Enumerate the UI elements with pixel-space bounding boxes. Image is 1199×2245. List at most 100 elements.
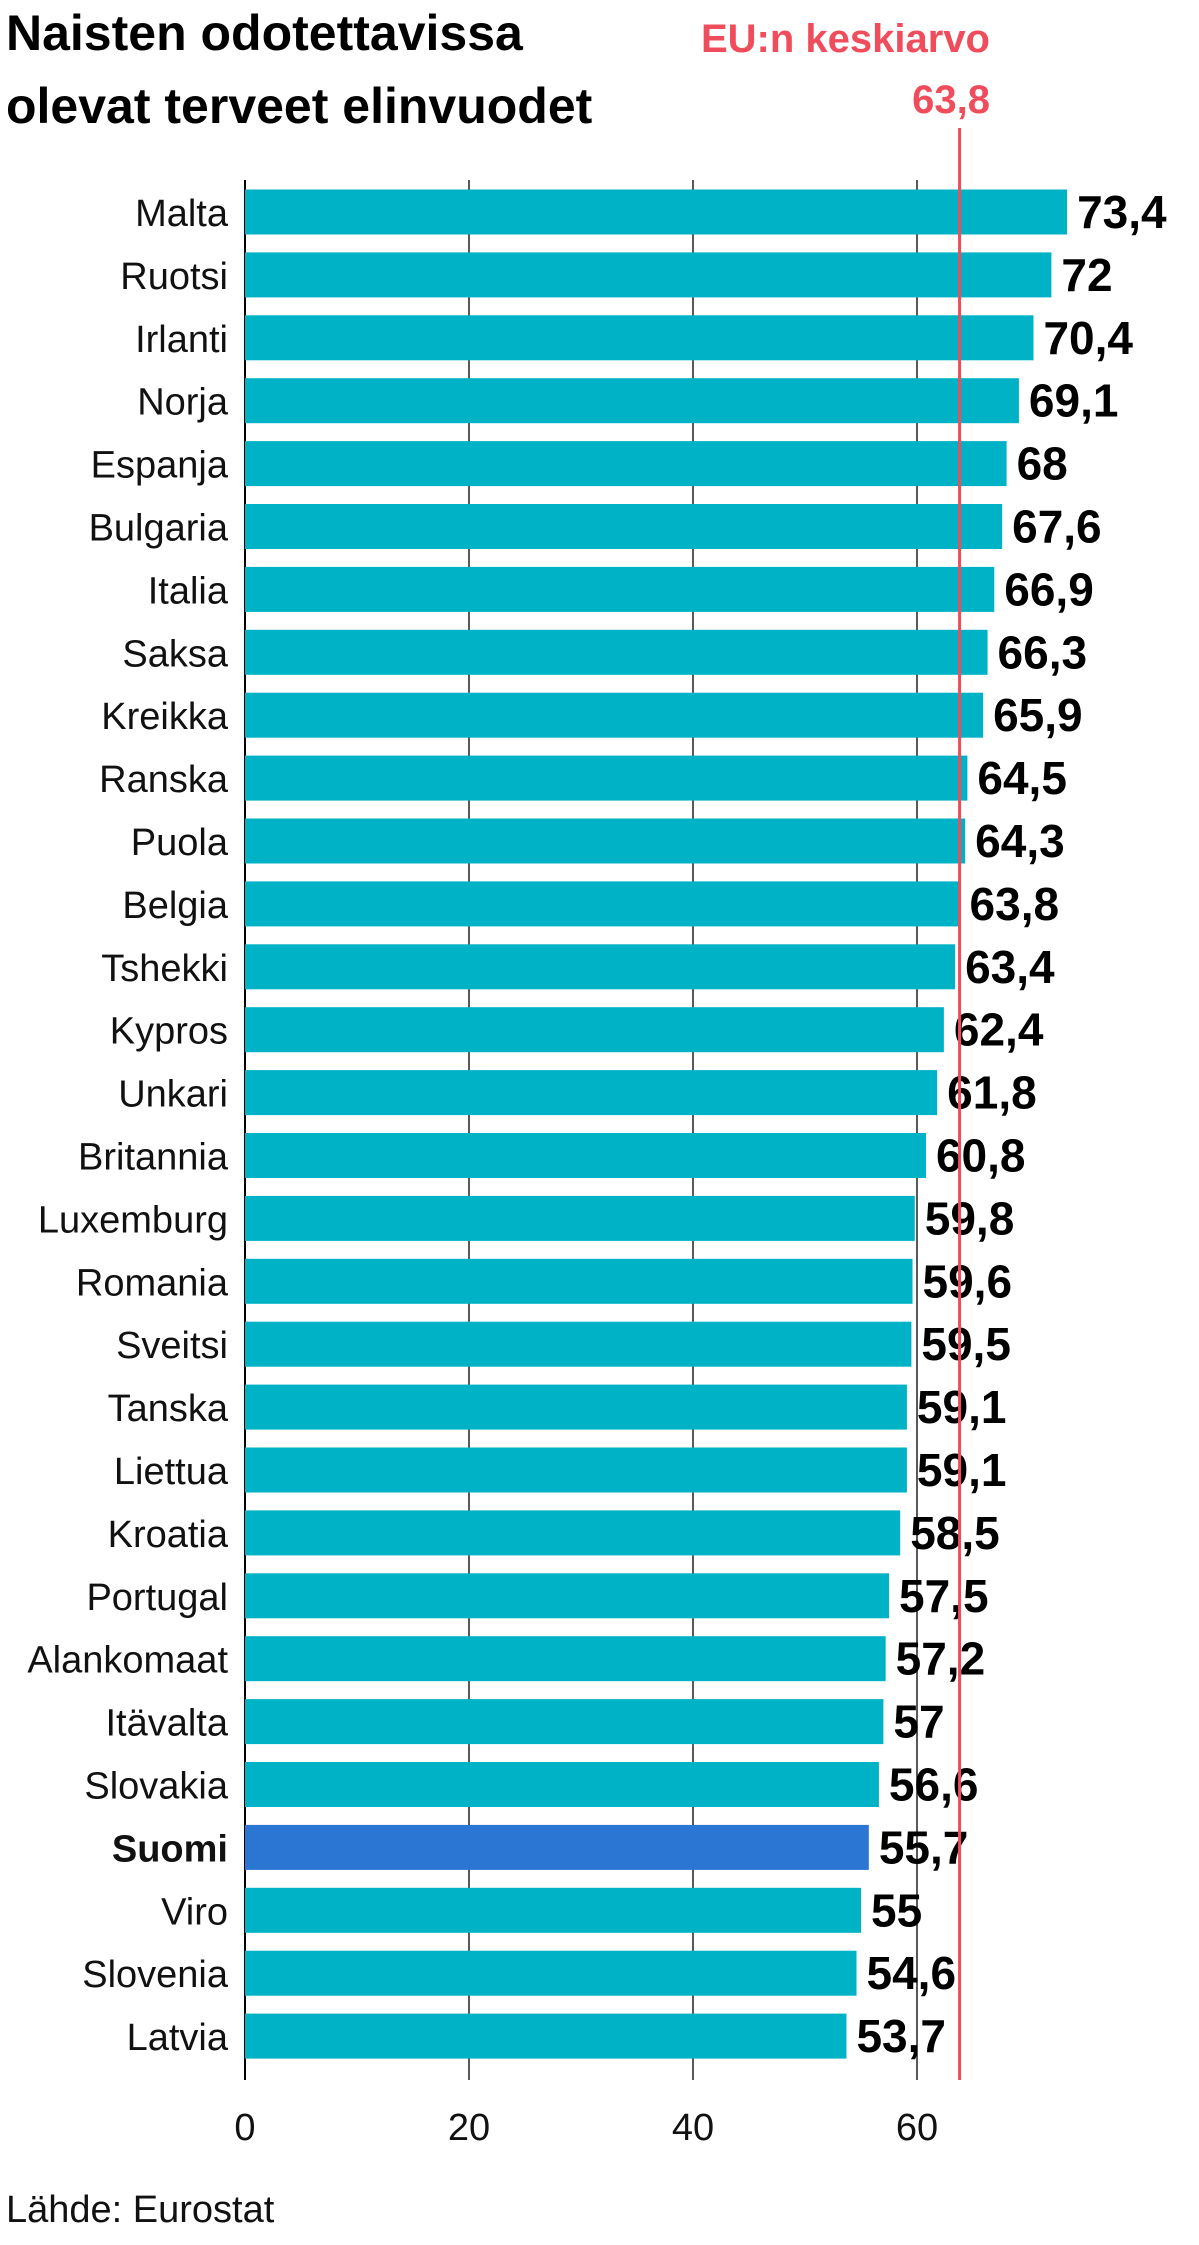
- value-label: 73,4: [1077, 186, 1167, 238]
- value-label: 54,6: [867, 1947, 957, 1999]
- category-label: Britannia: [78, 1137, 229, 1179]
- category-label: Saksa: [122, 633, 228, 675]
- category-label: Irlanti: [135, 319, 228, 361]
- category-label: Unkari: [118, 1074, 228, 1116]
- average-label: EU:n keskiarvo: [701, 17, 990, 61]
- x-tick-label: 20: [448, 2107, 490, 2149]
- category-label: Suomi: [112, 1828, 228, 1870]
- bar-irlanti: [245, 315, 1034, 361]
- bar-tshekki: [245, 944, 956, 990]
- bar-romania: [245, 1258, 913, 1304]
- category-label: Latvia: [127, 2017, 229, 2059]
- value-label: 56,6: [889, 1759, 979, 1811]
- chart-title-line-1: Naisten odotettavissa: [6, 5, 524, 61]
- bar-portugal: [245, 1573, 889, 1619]
- bar-ranska: [245, 755, 968, 801]
- value-label: 61,8: [947, 1067, 1037, 1119]
- category-label: Bulgaria: [89, 508, 229, 550]
- x-tick-label: 60: [896, 2107, 938, 2149]
- bar-saksa: [245, 629, 988, 675]
- category-label: Portugal: [86, 1577, 228, 1619]
- category-label: Espanja: [91, 445, 229, 487]
- value-label: 67,6: [1012, 501, 1102, 553]
- bar-viro: [245, 1887, 861, 1933]
- bar-belgia: [245, 881, 960, 927]
- x-tick-label: 40: [672, 2107, 714, 2149]
- bar-espanja: [245, 441, 1007, 487]
- category-label: Kypros: [110, 1011, 228, 1053]
- value-label: 64,3: [975, 815, 1065, 867]
- category-label: Sveitsi: [116, 1325, 228, 1367]
- category-label: Ranska: [99, 759, 229, 801]
- bar-tanska: [245, 1384, 907, 1430]
- value-label: 55: [871, 1884, 922, 1936]
- bars: [245, 189, 1068, 2059]
- value-label: 58,5: [910, 1507, 1000, 1559]
- category-label: Slovenia: [82, 1954, 229, 1996]
- bar-alankomaat: [245, 1636, 886, 1682]
- category-label: Luxemburg: [38, 1199, 228, 1241]
- category-label: Itävalta: [105, 1703, 228, 1745]
- value-label: 59,6: [923, 1255, 1013, 1307]
- bar-bulgaria: [245, 504, 1003, 549]
- value-label: 63,4: [965, 941, 1055, 993]
- chart-title: Naisten odotettavissa olevat terveet eli…: [6, 5, 593, 134]
- bar-luxemburg: [245, 1195, 915, 1241]
- value-labels: 73,4 72 70,4 69,1 68 67,6 66,9 66,3 65,9 64,5 64,3…: [856, 186, 1167, 2062]
- value-label: 57,2: [896, 1633, 986, 1685]
- x-tick-labels: 0 20 40 60: [234, 2107, 938, 2149]
- category-label: Viro: [161, 1891, 228, 1933]
- value-label: 59,1: [917, 1444, 1007, 1496]
- bar-slovenia: [245, 1950, 857, 1996]
- category-label: Slovakia: [84, 1766, 228, 1808]
- x-tick-label: 0: [234, 2107, 255, 2149]
- source-note: Lähde: Eurostat: [6, 2189, 275, 2231]
- bar-kroatia: [245, 1510, 901, 1556]
- value-label: 59,5: [921, 1318, 1011, 1370]
- bar-ruotsi: [245, 252, 1052, 298]
- category-label: Liettua: [114, 1451, 229, 1493]
- bar-slovakia: [245, 1762, 879, 1807]
- value-label: 57: [893, 1696, 944, 1748]
- value-label: 66,9: [1004, 563, 1094, 615]
- value-label: 64,5: [977, 752, 1067, 804]
- category-label: Tanska: [108, 1388, 229, 1430]
- bar-kypros: [245, 1007, 944, 1053]
- value-label: 63,8: [970, 878, 1060, 930]
- category-label: Puola: [131, 822, 229, 864]
- category-label: Romania: [76, 1262, 229, 1304]
- category-label: Italia: [148, 570, 229, 612]
- value-label: 68: [1017, 438, 1068, 490]
- value-label: 57,5: [899, 1570, 989, 1622]
- category-label: Kreikka: [101, 696, 229, 738]
- category-label: Norja: [137, 382, 229, 424]
- value-label: 69,1: [1029, 375, 1119, 427]
- average-value: 63,8: [912, 78, 990, 122]
- value-label: 62,4: [954, 1004, 1044, 1056]
- bar-suomi: [245, 1824, 869, 1870]
- bar-itävalta: [245, 1699, 884, 1745]
- bar-norja: [245, 378, 1019, 424]
- value-label: 55,7: [879, 1821, 969, 1873]
- bar-liettua: [245, 1447, 907, 1493]
- bar-sveitsi: [245, 1321, 912, 1367]
- value-label: 53,7: [856, 2010, 946, 2062]
- average-annotation: EU:n keskiarvo 63,8: [701, 17, 990, 122]
- bar-unkari: [245, 1070, 938, 1116]
- value-label: 72: [1061, 249, 1112, 301]
- category-label: Belgia: [122, 885, 228, 927]
- value-label: 66,3: [998, 626, 1088, 678]
- category-label: Malta: [135, 193, 229, 235]
- category-label: Kroatia: [108, 1514, 229, 1556]
- value-label: 60,8: [936, 1130, 1026, 1182]
- value-label: 59,8: [925, 1192, 1015, 1244]
- bar-britannia: [245, 1133, 926, 1178]
- category-label: Alankomaat: [27, 1640, 228, 1682]
- bar-malta: [245, 189, 1068, 235]
- category-label: Ruotsi: [120, 256, 228, 298]
- value-label: 65,9: [993, 689, 1083, 741]
- bar-puola: [245, 818, 966, 864]
- category-labels: Malta Ruotsi Irlanti Norja Espanja Bulgaria It…: [27, 193, 229, 2059]
- category-label: Tshekki: [101, 948, 228, 990]
